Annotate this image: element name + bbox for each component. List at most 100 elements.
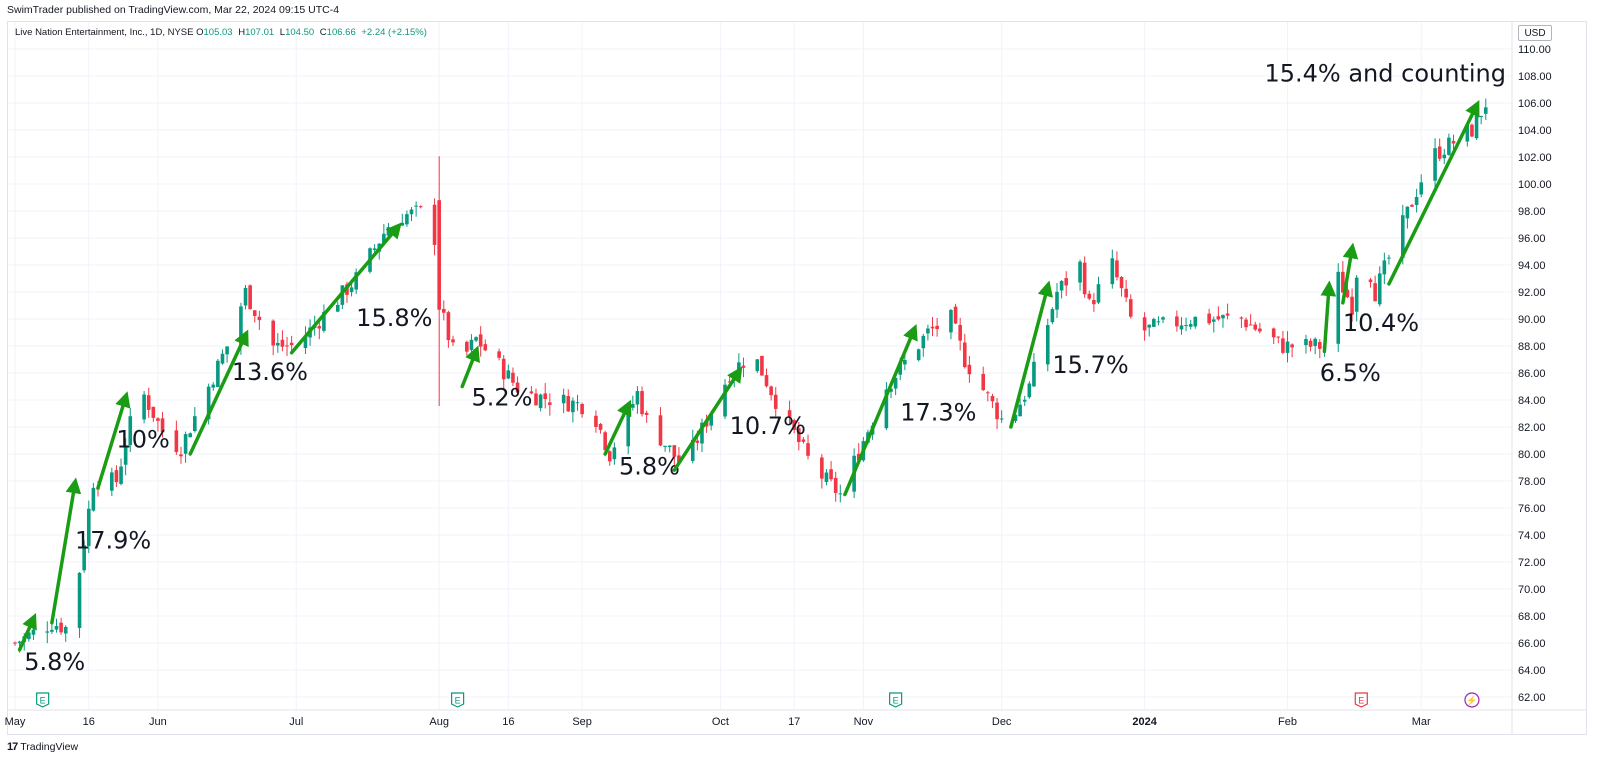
candle-body (1013, 414, 1018, 422)
gain-annotation: 6.5% (1320, 359, 1381, 387)
y-tick-label: 74.00 (1518, 530, 1546, 542)
candle-body (995, 402, 999, 420)
candle-body (1341, 271, 1345, 293)
y-tick-label: 88.00 (1518, 341, 1546, 353)
y-tick-label: 64.00 (1518, 665, 1546, 677)
candle-body (981, 373, 986, 391)
candle-body (289, 342, 294, 346)
candle-body (17, 641, 22, 644)
candle-body (1128, 299, 1133, 317)
close-value: 106.66 (326, 27, 356, 38)
candle-body (1479, 115, 1483, 117)
candle-body (257, 316, 262, 321)
event-marker-glyph: E (1358, 696, 1364, 706)
y-tick-label: 104.00 (1518, 125, 1552, 137)
candle-body (1276, 336, 1281, 338)
candle-body (990, 395, 995, 402)
candle-body (967, 364, 972, 375)
candle-body (31, 629, 36, 635)
candle-body (303, 336, 308, 349)
x-tick-label: 17 (788, 716, 800, 728)
candle-body (515, 382, 520, 393)
candle-body (179, 454, 183, 457)
candle-body (349, 287, 354, 293)
candle-body (1175, 316, 1179, 327)
candle-body (1465, 125, 1470, 142)
candle-body (252, 310, 257, 316)
chart-frame (7, 21, 1587, 735)
candle-body (1188, 324, 1193, 327)
candle-body (1156, 321, 1161, 323)
y-tick-label: 106.00 (1518, 98, 1552, 110)
candle-body (792, 420, 796, 430)
candle-body (225, 346, 229, 355)
candle-body (741, 365, 746, 368)
candle-body (695, 440, 700, 443)
candle-body (432, 204, 437, 245)
candle-body (142, 394, 146, 420)
candle-body (382, 233, 386, 244)
candle-body (543, 393, 548, 400)
candle-body (174, 430, 179, 453)
trend-arrow (1009, 280, 1053, 429)
candle-body (538, 394, 543, 409)
candle-body (603, 432, 607, 451)
candle-body (760, 355, 764, 376)
candle-body (1045, 325, 1050, 365)
candle-body (1373, 283, 1377, 302)
candle-body (119, 466, 123, 484)
y-tick-label: 66.00 (1518, 638, 1546, 650)
y-tick-label: 98.00 (1518, 206, 1546, 218)
candle-body (856, 453, 861, 460)
gain-annotation: 5.2% (471, 383, 532, 411)
candle-body (575, 402, 580, 404)
candle-body (764, 375, 769, 387)
candle-body (497, 351, 501, 358)
candle-body (1225, 313, 1230, 316)
publisher-line: SwimTrader published on TradingView.com,… (7, 4, 340, 16)
high-value: 107.01 (245, 27, 275, 38)
change-value: +2.24 (+2.15%) (361, 27, 427, 38)
candle-body (206, 386, 211, 420)
y-tick-label: 102.00 (1518, 152, 1552, 164)
candle-body (709, 413, 713, 426)
candle-body (1161, 317, 1165, 320)
candle-body (1336, 271, 1341, 344)
candle-body (91, 487, 96, 511)
candle-body (1184, 325, 1188, 327)
trend-arrow (843, 323, 918, 497)
event-marker-glyph: E (893, 696, 899, 706)
currency-button[interactable]: USD (1518, 25, 1552, 41)
x-tick-label: Jun (149, 716, 167, 728)
candle-body (1400, 215, 1405, 259)
brand-name[interactable]: TradingView (20, 741, 79, 753)
trend-arrow (1387, 100, 1480, 286)
x-tick-label: Aug (429, 716, 449, 728)
y-tick-label: 80.00 (1518, 449, 1546, 461)
candle-body (160, 418, 165, 433)
candle-body (580, 403, 584, 415)
candle-body (903, 359, 907, 365)
candle-body (1377, 273, 1382, 305)
x-tick-label: 16 (83, 716, 95, 728)
candle-body (418, 206, 423, 208)
tradingview-logo-icon[interactable]: 17 (7, 741, 18, 753)
candle-body (1410, 204, 1414, 207)
y-tick-label: 78.00 (1518, 476, 1546, 488)
candle-body (1096, 284, 1101, 303)
earnings-marker-icon (1354, 692, 1368, 708)
candle-body (723, 384, 727, 417)
candle-body (1211, 319, 1216, 322)
candle-body (1313, 338, 1317, 347)
candle-body (1092, 300, 1096, 305)
candle-body (626, 406, 631, 447)
candle-body (317, 326, 322, 329)
candle-body (534, 393, 538, 406)
candle-body (1258, 328, 1262, 332)
candle-body (930, 326, 935, 329)
candle-body (1437, 146, 1442, 159)
x-tick-label: Nov (854, 716, 874, 728)
candle-body (787, 410, 792, 417)
y-tick-label: 100.00 (1518, 179, 1552, 191)
